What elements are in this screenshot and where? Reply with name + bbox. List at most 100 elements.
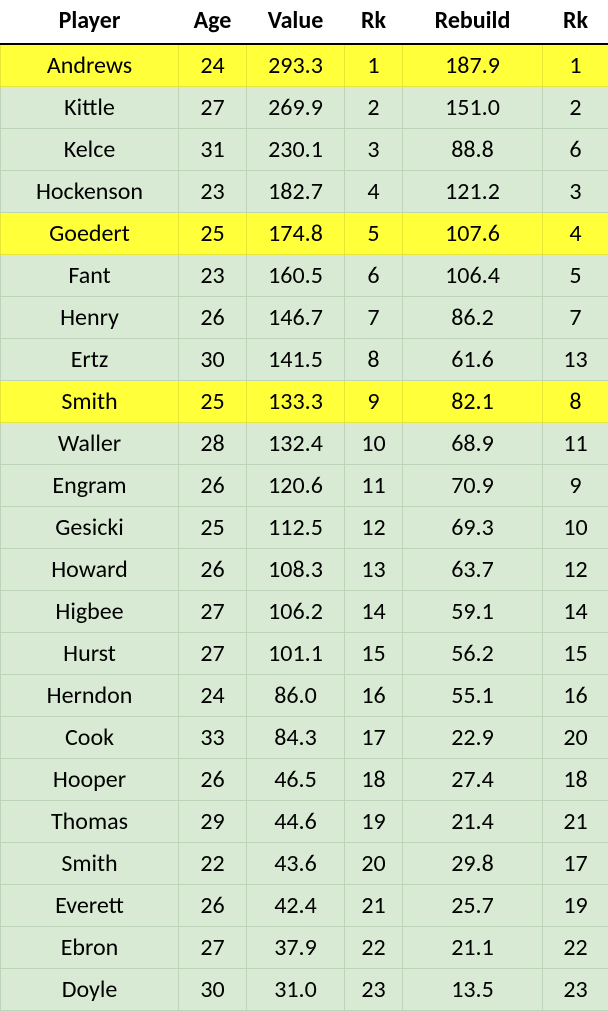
cell-age: 31 — [179, 129, 247, 171]
cell-rk2: 22 — [543, 927, 608, 969]
cell-rebuild: 187.9 — [403, 44, 543, 87]
cell-player: Kittle — [1, 87, 179, 129]
cell-rk: 16 — [345, 675, 403, 717]
col-rebuild: Rebuild — [403, 0, 543, 44]
cell-age: 23 — [179, 255, 247, 297]
cell-rk: 10 — [345, 423, 403, 465]
table-row: Cook3384.31722.920 — [1, 717, 608, 759]
table-row: Howard26108.31363.712 — [1, 549, 608, 591]
cell-player: Doyle — [1, 969, 179, 1011]
cell-age: 27 — [179, 591, 247, 633]
cell-rebuild: 86.2 — [403, 297, 543, 339]
cell-player: Ebron — [1, 927, 179, 969]
cell-rebuild: 151.0 — [403, 87, 543, 129]
cell-rk: 14 — [345, 591, 403, 633]
cell-age: 27 — [179, 633, 247, 675]
cell-value: 84.3 — [247, 717, 345, 759]
cell-age: 28 — [179, 423, 247, 465]
cell-rebuild: 21.4 — [403, 801, 543, 843]
cell-age: 26 — [179, 297, 247, 339]
cell-value: 37.9 — [247, 927, 345, 969]
cell-player: Smith — [1, 843, 179, 885]
table-row: Fant23160.56106.45 — [1, 255, 608, 297]
cell-rk2: 7 — [543, 297, 608, 339]
cell-player: Everett — [1, 885, 179, 927]
cell-value: 141.5 — [247, 339, 345, 381]
table-row: Hockenson23182.74121.23 — [1, 171, 608, 213]
cell-rk: 12 — [345, 507, 403, 549]
col-value: Value — [247, 0, 345, 44]
cell-player: Goedert — [1, 213, 179, 255]
cell-rk2: 16 — [543, 675, 608, 717]
cell-rk2: 15 — [543, 633, 608, 675]
cell-age: 26 — [179, 885, 247, 927]
cell-player: Gesicki — [1, 507, 179, 549]
table-row: Doyle3031.02313.523 — [1, 969, 608, 1011]
cell-value: 174.8 — [247, 213, 345, 255]
table-row: Higbee27106.21459.114 — [1, 591, 608, 633]
cell-value: 132.4 — [247, 423, 345, 465]
cell-player: Herndon — [1, 675, 179, 717]
cell-rebuild: 22.9 — [403, 717, 543, 759]
cell-age: 24 — [179, 675, 247, 717]
cell-rk: 18 — [345, 759, 403, 801]
cell-rk: 20 — [345, 843, 403, 885]
cell-rebuild: 88.8 — [403, 129, 543, 171]
cell-rebuild: 29.8 — [403, 843, 543, 885]
cell-age: 30 — [179, 969, 247, 1011]
table-row: Kittle27269.92151.02 — [1, 87, 608, 129]
cell-rk: 3 — [345, 129, 403, 171]
cell-rebuild: 21.1 — [403, 927, 543, 969]
cell-value: 42.4 — [247, 885, 345, 927]
cell-rk: 7 — [345, 297, 403, 339]
cell-rebuild: 56.2 — [403, 633, 543, 675]
cell-age: 27 — [179, 927, 247, 969]
cell-age: 29 — [179, 801, 247, 843]
cell-age: 33 — [179, 717, 247, 759]
cell-player: Cook — [1, 717, 179, 759]
cell-rk: 5 — [345, 213, 403, 255]
cell-rebuild: 25.7 — [403, 885, 543, 927]
cell-player: Smith — [1, 381, 179, 423]
cell-rebuild: 107.6 — [403, 213, 543, 255]
table-row: Ertz30141.5861.613 — [1, 339, 608, 381]
cell-rk: 11 — [345, 465, 403, 507]
table-row: Smith2243.62029.817 — [1, 843, 608, 885]
table-row: Everett2642.42125.719 — [1, 885, 608, 927]
cell-value: 112.5 — [247, 507, 345, 549]
cell-rk2: 8 — [543, 381, 608, 423]
table-row: Thomas2944.61921.421 — [1, 801, 608, 843]
cell-rebuild: 69.3 — [403, 507, 543, 549]
table-row: Hooper2646.51827.418 — [1, 759, 608, 801]
cell-rk2: 23 — [543, 969, 608, 1011]
cell-player: Kelce — [1, 129, 179, 171]
cell-value: 293.3 — [247, 44, 345, 87]
cell-rk: 8 — [345, 339, 403, 381]
cell-rk2: 1 — [543, 44, 608, 87]
cell-rebuild: 61.6 — [403, 339, 543, 381]
cell-rk2: 2 — [543, 87, 608, 129]
cell-age: 25 — [179, 213, 247, 255]
table-row: Henry26146.7786.27 — [1, 297, 608, 339]
cell-rk: 22 — [345, 927, 403, 969]
cell-rebuild: 121.2 — [403, 171, 543, 213]
cell-age: 26 — [179, 549, 247, 591]
cell-rebuild: 63.7 — [403, 549, 543, 591]
cell-player: Waller — [1, 423, 179, 465]
table-row: Goedert25174.85107.64 — [1, 213, 608, 255]
cell-age: 24 — [179, 44, 247, 87]
table-row: Ebron2737.92221.122 — [1, 927, 608, 969]
cell-rk: 13 — [345, 549, 403, 591]
cell-player: Howard — [1, 549, 179, 591]
cell-age: 25 — [179, 507, 247, 549]
table-header-row: Player Age Value Rk Rebuild Rk — [1, 0, 608, 44]
cell-age: 22 — [179, 843, 247, 885]
cell-rk2: 20 — [543, 717, 608, 759]
cell-rk: 17 — [345, 717, 403, 759]
cell-age: 26 — [179, 465, 247, 507]
cell-player: Hurst — [1, 633, 179, 675]
cell-rk: 9 — [345, 381, 403, 423]
cell-age: 23 — [179, 171, 247, 213]
table-row: Kelce31230.1388.86 — [1, 129, 608, 171]
cell-player: Fant — [1, 255, 179, 297]
